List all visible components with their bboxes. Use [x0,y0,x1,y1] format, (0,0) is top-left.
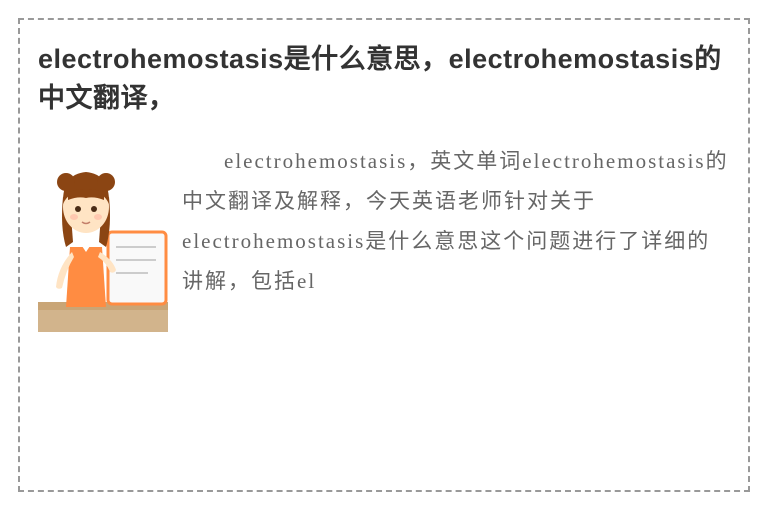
content-row: electrohemostasis，英文单词electrohemostasis的… [38,142,730,332]
article-body: electrohemostasis，英文单词electrohemostasis的… [182,142,730,302]
article-card: electrohemostasis是什么意思，electrohemostasis… [18,18,750,492]
article-title: electrohemostasis是什么意思，electrohemostasis… [38,40,730,118]
teacher-avatar-icon [38,152,168,332]
